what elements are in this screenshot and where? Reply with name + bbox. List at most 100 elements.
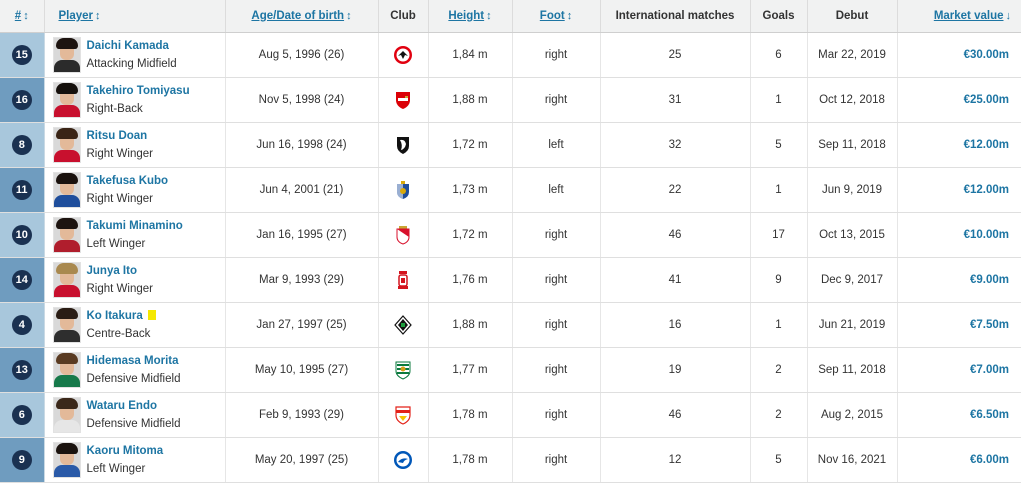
header-club-label: Club (390, 9, 416, 22)
shirt-number-cell: 10 (0, 212, 45, 258)
player-photo[interactable] (52, 36, 81, 73)
sort-updown-icon[interactable]: ↕ (23, 9, 29, 22)
market-value-link[interactable]: €7.50m (969, 318, 1009, 331)
header-number-label[interactable]: # (14, 9, 22, 22)
debut-cell: Sep 11, 2018 (807, 347, 898, 393)
foot-cell: right (512, 347, 601, 393)
height-cell: 1,78 m (428, 437, 513, 483)
player-name-link[interactable]: Takefusa Kubo (86, 174, 169, 187)
shirt-number-cell: 9 (0, 437, 45, 483)
market-value-link[interactable]: €30.00m (963, 48, 1009, 61)
foot-cell: right (512, 212, 601, 258)
header-foot-label[interactable]: Foot (539, 9, 565, 22)
header-number[interactable]: # ↕ (0, 0, 45, 33)
debut-cell: Oct 12, 2018 (807, 77, 898, 123)
market-value-link[interactable]: €9.00m (969, 273, 1009, 286)
eintracht-frankfurt-crest[interactable] (393, 45, 413, 65)
player-photo[interactable] (52, 306, 81, 343)
debut-cell: Mar 22, 2019 (807, 32, 898, 78)
header-value[interactable]: Market value ↓ (897, 0, 1021, 33)
player-photo[interactable] (52, 126, 81, 163)
player-name-link[interactable]: Daichi Kamada (86, 39, 169, 52)
shirt-number: 15 (11, 44, 32, 65)
stade-de-reims-crest[interactable] (393, 270, 413, 290)
player-name-link[interactable]: Wataru Endo (86, 399, 158, 412)
foot-cell: right (512, 302, 601, 348)
caps-cell: 41 (600, 257, 751, 303)
shirt-number: 6 (11, 404, 32, 425)
goals-cell: 17 (750, 212, 808, 258)
shirt-number: 4 (11, 314, 32, 335)
debut-cell: Aug 2, 2015 (807, 392, 898, 438)
market-value-link[interactable]: €12.00m (963, 138, 1009, 151)
player-name-link[interactable]: Ko Itakura (86, 309, 143, 322)
club-cell (378, 212, 429, 258)
shirt-number-cell: 15 (0, 32, 45, 78)
age-cell: Aug 5, 1996 (26) (225, 32, 379, 78)
player-name-link[interactable]: Takehiro Tomiyasu (86, 84, 190, 97)
goals-cell: 5 (750, 437, 808, 483)
player-cell: Daichi Kamada Attacking Midfield (44, 32, 226, 78)
arsenal-crest[interactable] (393, 90, 413, 110)
club-cell (378, 302, 429, 348)
shirt-number-cell: 13 (0, 347, 45, 393)
sort-updown-icon[interactable]: ↕ (486, 9, 492, 22)
header-player[interactable]: Player ↕ (44, 0, 226, 33)
foot-cell: left (512, 122, 601, 168)
player-name-link[interactable]: Takumi Minamino (86, 219, 183, 232)
player-name-link[interactable]: Ritsu Doan (86, 129, 148, 142)
vfb-stuttgart-crest[interactable] (393, 405, 413, 425)
club-cell (378, 167, 429, 213)
club-cell (378, 122, 429, 168)
market-value-link[interactable]: €6.50m (969, 408, 1009, 421)
header-height-label[interactable]: Height (448, 9, 485, 22)
caps-cell: 32 (600, 122, 751, 168)
header-goals: Goals (750, 0, 808, 33)
player-photo[interactable] (52, 261, 81, 298)
market-value-link[interactable]: €7.00m (969, 363, 1009, 376)
header-age[interactable]: Age/Date of birth ↕ (225, 0, 379, 33)
header-height[interactable]: Height ↕ (428, 0, 513, 33)
caps-cell: 19 (600, 347, 751, 393)
goals-cell: 1 (750, 77, 808, 123)
player-name-link[interactable]: Kaoru Mitoma (86, 444, 164, 457)
player-photo[interactable] (52, 171, 81, 208)
header-player-label[interactable]: Player (58, 9, 94, 22)
sort-down-icon[interactable]: ↓ (1005, 9, 1012, 22)
header-debut-label: Debut (835, 9, 869, 22)
market-value-link[interactable]: €6.00m (969, 453, 1009, 466)
market-value-link[interactable]: €25.00m (963, 93, 1009, 106)
player-cell: Takumi Minamino Left Winger (44, 212, 226, 258)
header-foot[interactable]: Foot ↕ (512, 0, 601, 33)
goals-cell: 1 (750, 302, 808, 348)
player-photo[interactable] (52, 81, 81, 118)
market-value-link[interactable]: €12.00m (963, 183, 1009, 196)
market-value-cell: €30.00m (897, 32, 1021, 78)
header-caps-label: International matches (615, 9, 735, 22)
shirt-number: 8 (11, 134, 32, 155)
player-name-link[interactable]: Hidemasa Morita (86, 354, 179, 367)
header-value-label[interactable]: Market value (933, 9, 1004, 22)
as-monaco-crest[interactable] (393, 225, 413, 245)
player-photo[interactable] (52, 351, 81, 388)
sort-updown-icon[interactable]: ↕ (346, 9, 352, 22)
real-sociedad-crest[interactable] (393, 180, 413, 200)
club-cell (378, 392, 429, 438)
sc-freiburg-crest[interactable] (393, 135, 413, 155)
foot-cell: right (512, 32, 601, 78)
sort-updown-icon[interactable]: ↕ (566, 9, 573, 22)
brighton-crest[interactable] (393, 450, 413, 470)
market-value-link[interactable]: €10.00m (963, 228, 1009, 241)
player-cell: Hidemasa Morita Defensive Midfield (44, 347, 226, 393)
borussia-monchengladbach-crest[interactable] (393, 314, 413, 335)
player-photo[interactable] (52, 441, 81, 478)
header-age-label[interactable]: Age/Date of birth (251, 9, 345, 22)
sporting-cp-crest[interactable] (393, 360, 413, 380)
player-name-link[interactable]: Junya Ito (86, 264, 137, 277)
shirt-number: 13 (11, 359, 32, 380)
player-photo[interactable] (52, 396, 81, 433)
player-photo[interactable] (52, 216, 81, 253)
sort-updown-icon[interactable]: ↕ (95, 9, 101, 22)
goals-cell: 2 (750, 347, 808, 393)
